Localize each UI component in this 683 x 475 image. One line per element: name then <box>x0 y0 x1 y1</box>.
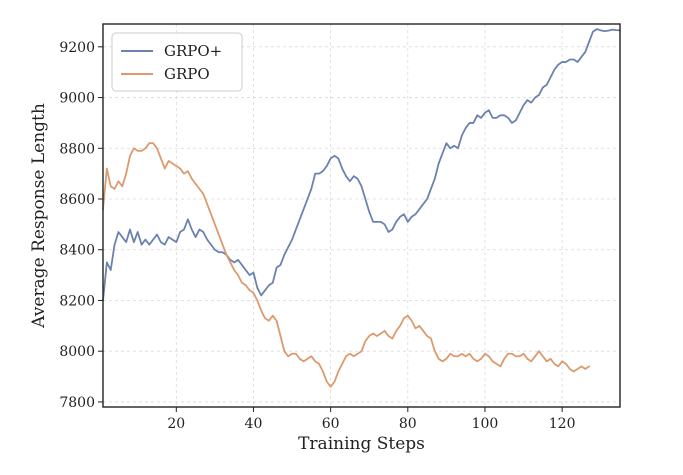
x-tick-label: 60 <box>322 416 340 432</box>
y-tick-label: 8200 <box>59 293 95 309</box>
series-layer <box>102 28 621 388</box>
x-axis-label: Training Steps <box>298 434 425 454</box>
series-line-grpo <box>102 142 591 388</box>
legend: GRPO+ GRPO <box>111 32 243 92</box>
plot-frame <box>102 23 621 408</box>
series-line-grpo <box>102 28 621 302</box>
y-tick-label: 9200 <box>59 40 95 56</box>
y-tick-label: 8400 <box>59 243 95 259</box>
legend-label-grpo: GRPO+ <box>164 42 222 60</box>
x-tick-label: 100 <box>472 416 499 432</box>
legend-box <box>111 32 243 92</box>
y-tick-label: 8000 <box>59 344 95 360</box>
legend-label-grpo: GRPO <box>164 65 210 83</box>
y-tick-label: 7800 <box>59 395 95 411</box>
y-tick-label: 9000 <box>59 91 95 107</box>
y-tick-label: 8600 <box>59 192 95 208</box>
y-axis-label: Average Response Length <box>29 103 49 329</box>
x-tick-label: 40 <box>245 416 263 432</box>
x-tick-label: 80 <box>399 416 417 432</box>
y-tick-label: 8800 <box>59 141 95 157</box>
x-tick-label: 20 <box>167 416 185 432</box>
ticks: 20 40 60 80 100 120 7800 8000 8200 8400 8600 8800 90… <box>59 40 575 432</box>
x-tick-label: 120 <box>549 416 576 432</box>
